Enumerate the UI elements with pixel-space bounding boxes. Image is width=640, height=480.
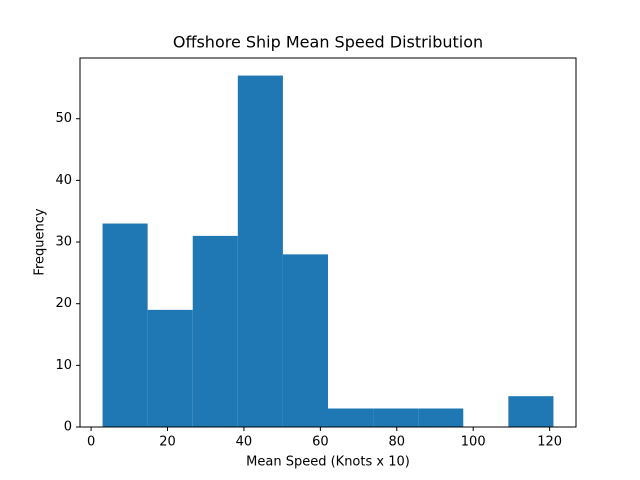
bar [373, 408, 419, 427]
y-tick-label: 20 [55, 296, 72, 311]
chart-title: Offshore Ship Mean Speed Distribution [173, 33, 483, 52]
bar [328, 408, 374, 427]
y-tick-label: 10 [55, 358, 72, 373]
y-axis-label: Frequency [33, 208, 48, 275]
x-axis-label: Mean Speed (Knots x 10) [246, 455, 410, 470]
x-tick-label: 20 [159, 435, 176, 450]
bar [418, 408, 464, 427]
x-tick-label: 120 [537, 435, 562, 450]
bar [192, 235, 238, 427]
x-tick-label: 80 [389, 435, 406, 450]
x-tick-label: 40 [236, 435, 253, 450]
bar [147, 309, 193, 427]
bar [508, 396, 554, 427]
x-tick-label: 100 [461, 435, 486, 450]
bar [102, 223, 148, 427]
y-tick-label: 50 [55, 111, 72, 126]
y-tick-label: 40 [55, 173, 72, 188]
y-tick-label: 30 [55, 235, 72, 250]
bar [237, 75, 283, 428]
y-tick-label: 0 [64, 420, 72, 435]
x-tick-label: 0 [87, 435, 95, 450]
bar [282, 254, 328, 427]
x-tick-label: 60 [312, 435, 329, 450]
